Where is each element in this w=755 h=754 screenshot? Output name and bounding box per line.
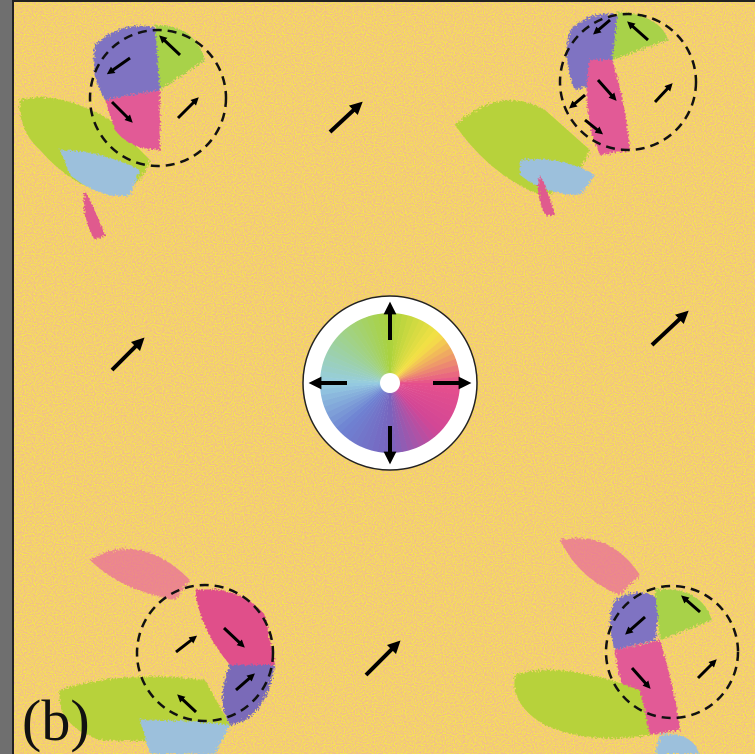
- panel-label: (b): [22, 688, 90, 753]
- figure-panel: (b): [0, 0, 755, 754]
- wheel-center: [380, 373, 400, 393]
- left-strip: [0, 0, 12, 754]
